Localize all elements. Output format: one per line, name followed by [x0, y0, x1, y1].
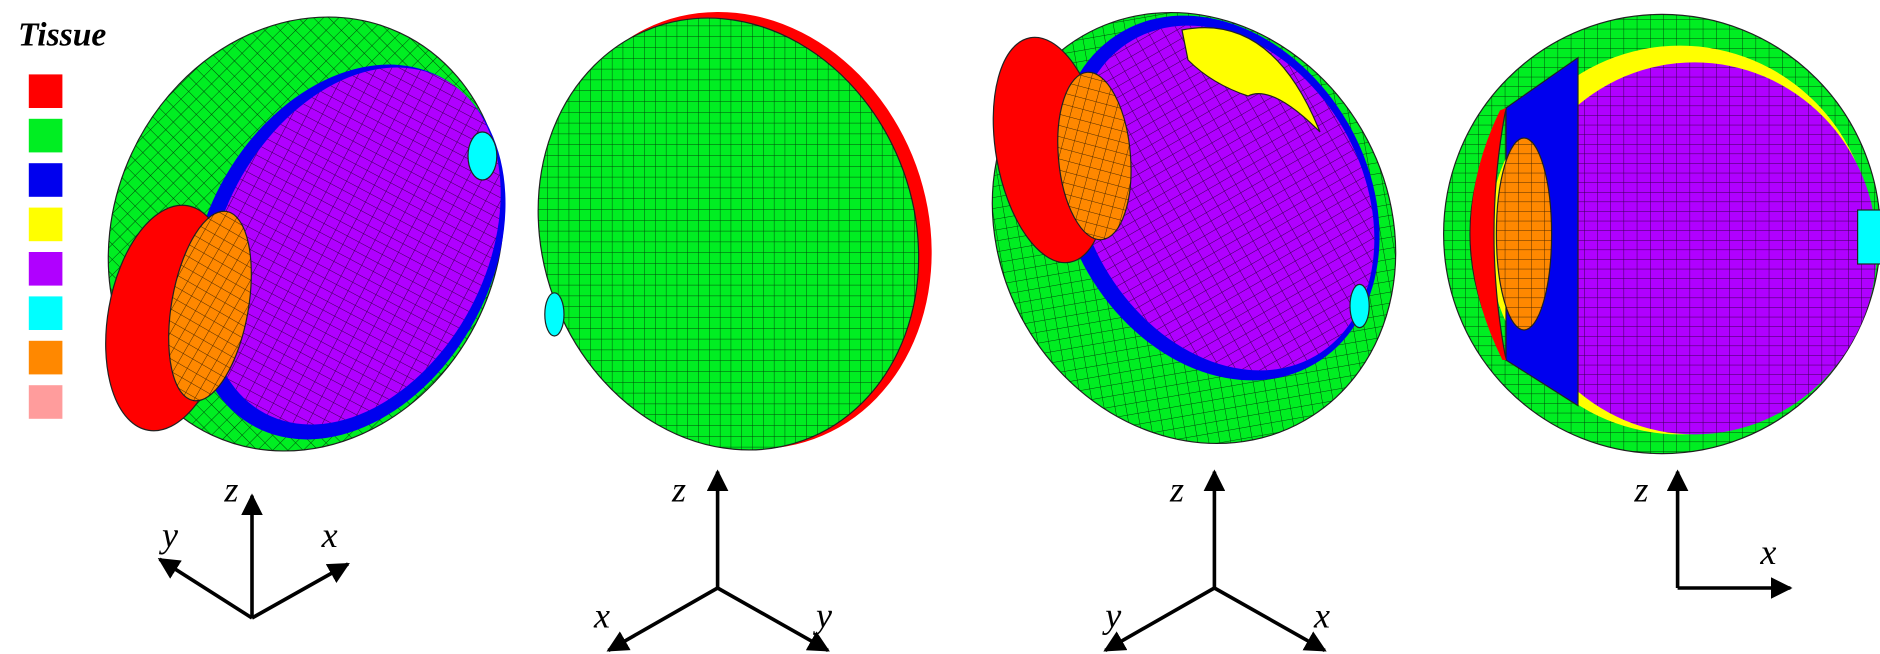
axis-label: z	[671, 470, 686, 510]
axis-label: z	[223, 470, 238, 510]
legend	[29, 74, 63, 418]
axes-4: z x	[1633, 470, 1790, 588]
panels: Tissue	[18, 0, 1880, 650]
axis-label: x	[593, 596, 610, 636]
legend-swatch	[29, 252, 63, 286]
figure: Tissue	[0, 0, 1880, 654]
legend-swatch	[29, 296, 63, 330]
legend-swatch	[29, 385, 63, 419]
axis-label: x	[1313, 596, 1330, 636]
eye-view-4	[1444, 14, 1880, 453]
eye-view-2	[479, 0, 993, 504]
axis-label: y	[159, 515, 178, 555]
legend-swatch	[29, 341, 63, 375]
axis-label: y	[813, 596, 832, 636]
legend-title: Tissue	[18, 17, 106, 54]
axes-3: z y x	[1102, 470, 1330, 651]
axis-label: z	[1633, 470, 1648, 510]
axes-2: z x y	[593, 470, 832, 651]
axis-label: z	[1169, 470, 1184, 510]
axes-1: z y x	[159, 470, 348, 618]
axis-label: x	[1759, 532, 1776, 572]
axis-label: x	[321, 515, 338, 555]
eye-view-1	[38, 0, 574, 516]
eye-view-3	[915, 0, 1474, 517]
axis-label: y	[1102, 596, 1121, 636]
legend-swatch	[29, 163, 63, 197]
legend-swatch	[29, 119, 63, 153]
legend-swatch	[29, 208, 63, 242]
legend-swatch	[29, 74, 63, 108]
